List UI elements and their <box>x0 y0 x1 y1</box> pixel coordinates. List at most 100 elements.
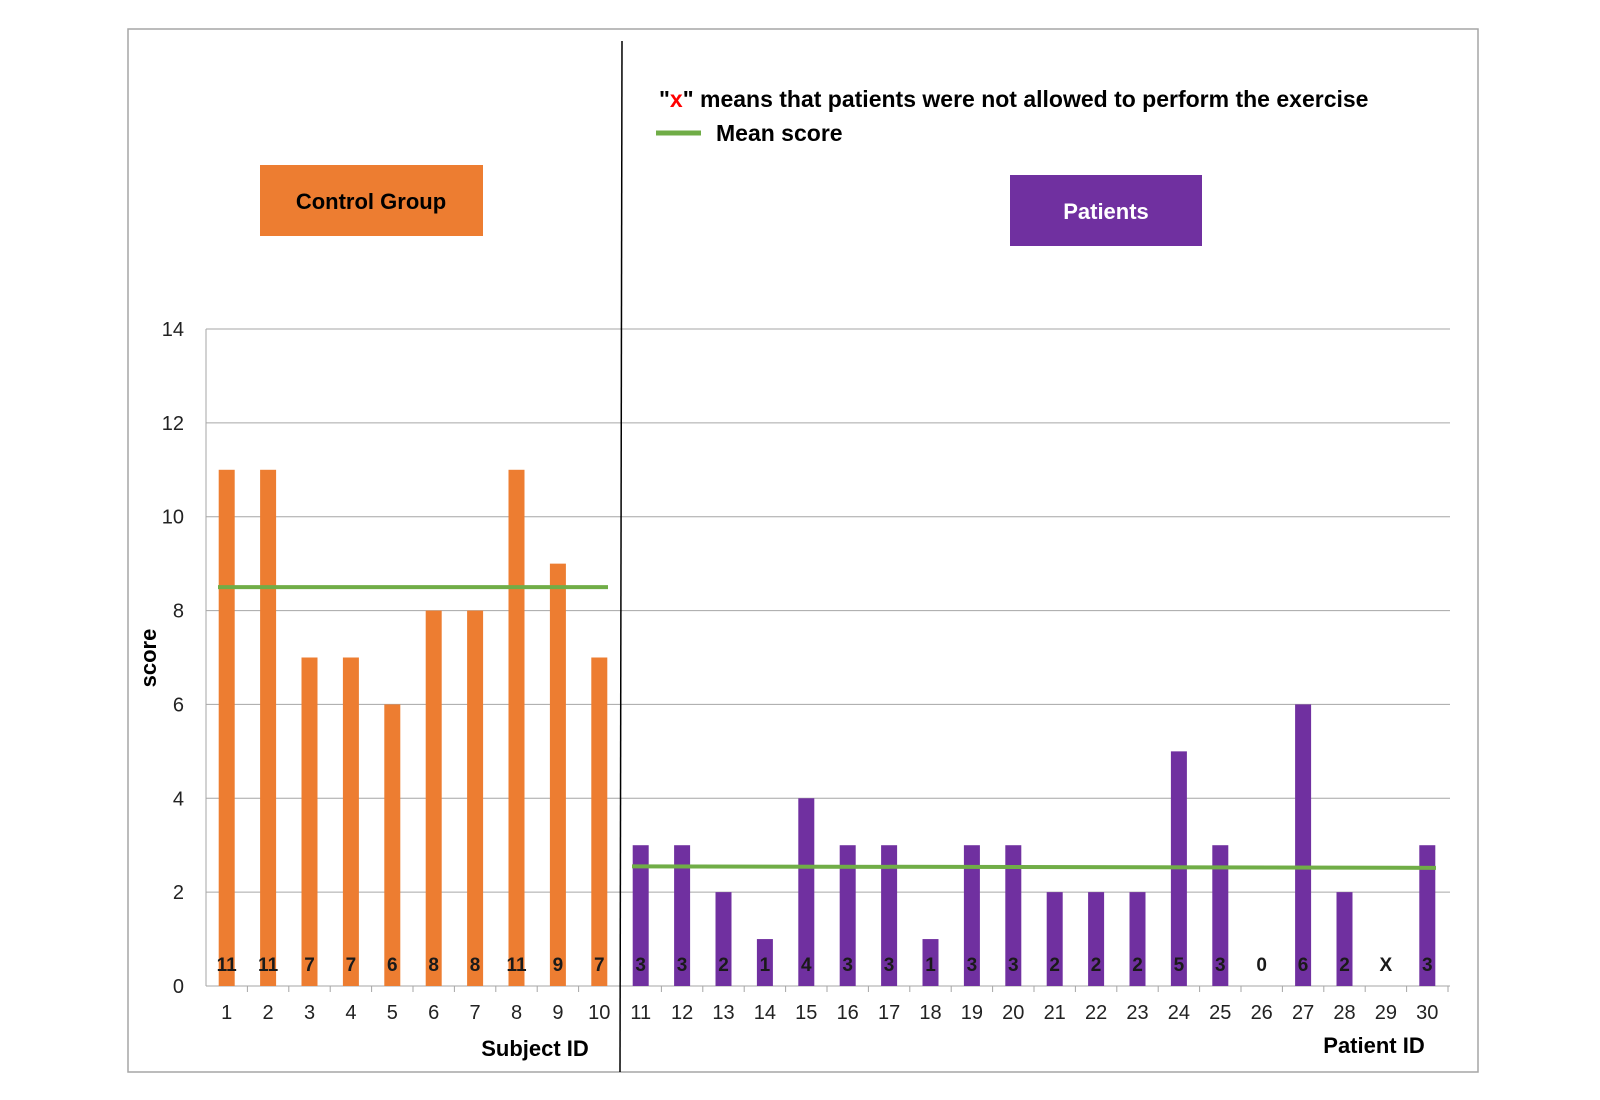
x-tick-label: 1 <box>221 1002 232 1024</box>
x-tick-label: 17 <box>878 1002 900 1024</box>
x-tick-label: 18 <box>919 1002 941 1024</box>
y-tick-label: 8 <box>173 601 184 623</box>
mean-lines <box>218 585 1437 870</box>
x-tick-label: 22 <box>1085 1002 1107 1024</box>
x-axis-title-control: Subject ID <box>481 1036 589 1061</box>
legend-note: "x" means that patients were not allowed… <box>659 86 1368 112</box>
y-tick-label: 14 <box>162 319 184 341</box>
bar <box>549 563 566 986</box>
data-label: 3 <box>1215 955 1226 976</box>
data-labels: 11 11 7 7 6 8 8 11 9 7 3 3 2 1 4 3 3 1 3 3 2 2 2 5 3 0 6 2 X 3 <box>217 955 1433 976</box>
data-label: 2 <box>1132 955 1143 976</box>
control-group-box-label: Control Group <box>296 189 446 214</box>
x-tick-label: 20 <box>1002 1002 1024 1024</box>
data-label: 7 <box>594 955 605 976</box>
data-label: 3 <box>635 955 646 976</box>
control-group-box <box>260 165 483 236</box>
x-tick-label: 11 <box>630 1002 651 1024</box>
bar <box>1005 845 1022 986</box>
bar <box>218 469 235 986</box>
bar <box>1295 704 1312 986</box>
patients-box-label: Patients <box>1063 199 1149 224</box>
bar <box>715 892 732 986</box>
bar <box>467 610 484 986</box>
legend-mean-label: Mean score <box>716 120 843 146</box>
bar <box>798 798 815 986</box>
x-tick-label: 4 <box>345 1002 356 1024</box>
x-tick-label: 15 <box>795 1002 817 1024</box>
data-label: 3 <box>967 955 978 976</box>
bar <box>342 657 359 986</box>
x-tick-label: 7 <box>470 1002 481 1024</box>
x-tick-label: 24 <box>1168 1002 1190 1024</box>
y-tick-label: 6 <box>173 694 184 716</box>
data-label: 9 <box>553 955 564 976</box>
x-tick-label: 26 <box>1251 1002 1273 1024</box>
data-label: 1 <box>760 955 771 976</box>
bar <box>1046 892 1063 986</box>
data-label: 11 <box>217 955 238 976</box>
x-tick-label: 29 <box>1375 1002 1397 1024</box>
x-tick-label: 30 <box>1416 1002 1438 1024</box>
data-label: 2 <box>718 955 729 976</box>
y-axis-title: score <box>136 629 161 688</box>
x-axis-title-patients: Patient ID <box>1323 1033 1424 1058</box>
bar <box>632 845 649 986</box>
legend-note-suffix: " means that patients were not allowed t… <box>683 86 1369 112</box>
data-label: 11 <box>258 955 279 976</box>
data-label: 7 <box>346 955 357 976</box>
y-axis-ticks: 0 2 4 6 8 10 12 14 <box>162 319 184 998</box>
data-label: 3 <box>884 955 895 976</box>
bar <box>260 469 277 986</box>
patients-box <box>1010 175 1202 246</box>
bars <box>218 469 1436 986</box>
x-tick-label: 14 <box>754 1002 776 1024</box>
x-tick-label: 25 <box>1209 1002 1231 1024</box>
x-tick-label: 28 <box>1333 1002 1355 1024</box>
x-tick-label: 3 <box>304 1002 315 1024</box>
bar <box>591 657 608 986</box>
bar <box>922 939 939 986</box>
bar <box>425 610 442 986</box>
bar <box>963 845 980 986</box>
bar <box>674 845 691 986</box>
x-tick-label: 8 <box>511 1002 522 1024</box>
data-label: 6 <box>387 955 398 976</box>
x-tick-label: 10 <box>588 1002 610 1024</box>
data-label: 3 <box>842 955 853 976</box>
data-label: 5 <box>1174 955 1185 976</box>
data-label: 1 <box>925 955 936 976</box>
y-tick-label: 4 <box>173 788 184 810</box>
x-tick-label: 16 <box>837 1002 859 1024</box>
data-label: 4 <box>801 955 812 976</box>
x-tick-label: 27 <box>1292 1002 1314 1024</box>
data-label: 2 <box>1339 955 1350 976</box>
data-label: 2 <box>1091 955 1102 976</box>
bar <box>1419 845 1436 986</box>
y-tick-label: 0 <box>173 976 184 998</box>
x-tick-label: 19 <box>961 1002 983 1024</box>
chart-frame <box>127 28 1479 1073</box>
data-label: 3 <box>1422 955 1433 976</box>
data-label: 3 <box>1008 955 1019 976</box>
bar <box>1088 892 1105 986</box>
x-axis-ticks: 1 2 3 4 5 6 7 8 9 10 11 12 13 14 15 16 17 18 19 20 21 22 23 24 2… <box>221 986 1449 1024</box>
mean-line <box>631 864 1437 870</box>
data-label: 2 <box>1049 955 1060 976</box>
x-tick-label: 12 <box>671 1002 693 1024</box>
bar <box>1129 892 1146 986</box>
bar <box>1212 845 1229 986</box>
bar <box>839 845 856 986</box>
gridlines <box>205 328 1450 987</box>
data-label: 8 <box>428 955 439 976</box>
group-divider <box>619 40 623 1073</box>
y-tick-label: 10 <box>162 507 184 529</box>
x-tick-label: 13 <box>712 1002 734 1024</box>
x-tick-label: 5 <box>387 1002 398 1024</box>
data-label: X <box>1380 955 1393 976</box>
x-tick-label: 23 <box>1126 1002 1148 1024</box>
data-label: 6 <box>1298 955 1309 976</box>
x-tick-label: 21 <box>1044 1002 1066 1024</box>
bar <box>1336 892 1353 986</box>
